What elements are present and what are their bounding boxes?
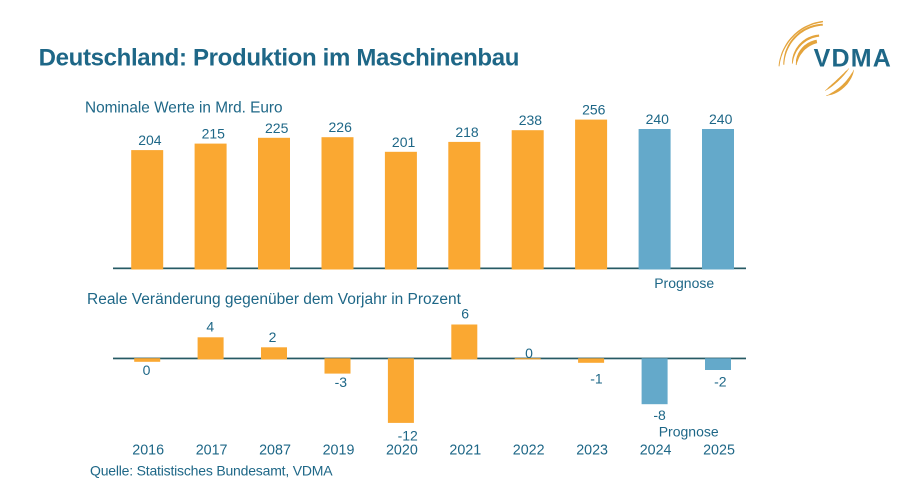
svg-text:Reale Veränderung gegenüber de: Reale Veränderung gegenüber dem Vorjahr … xyxy=(87,291,462,308)
svg-text:218: 218 xyxy=(455,124,479,140)
svg-text:2022: 2022 xyxy=(513,442,545,458)
svg-text:215: 215 xyxy=(202,126,226,142)
svg-text:2025: 2025 xyxy=(703,442,735,458)
svg-text:201: 201 xyxy=(392,134,416,150)
svg-text:0: 0 xyxy=(143,362,151,378)
svg-text:VDMA: VDMA xyxy=(814,45,892,73)
svg-text:-2: -2 xyxy=(714,373,727,389)
svg-text:Prognose: Prognose xyxy=(654,275,714,291)
svg-text:Prognose: Prognose xyxy=(659,424,719,440)
svg-text:-12: -12 xyxy=(398,428,418,444)
svg-text:Nominale Werte in Mrd. Euro: Nominale Werte in Mrd. Euro xyxy=(85,100,283,117)
svg-text:225: 225 xyxy=(265,120,289,136)
svg-text:2019: 2019 xyxy=(323,442,355,458)
svg-text:2020: 2020 xyxy=(386,442,418,458)
svg-text:4: 4 xyxy=(206,319,214,335)
svg-text:2021: 2021 xyxy=(449,442,481,458)
svg-text:2024: 2024 xyxy=(640,442,672,458)
svg-text:2017: 2017 xyxy=(196,442,228,458)
svg-text:2: 2 xyxy=(269,329,277,345)
svg-text:238: 238 xyxy=(519,112,543,128)
svg-text:204: 204 xyxy=(138,132,162,148)
svg-text:2087: 2087 xyxy=(259,442,291,458)
svg-text:6: 6 xyxy=(461,305,469,321)
svg-text:2016: 2016 xyxy=(132,442,164,458)
svg-text:-3: -3 xyxy=(335,374,348,390)
svg-text:256: 256 xyxy=(582,102,606,118)
svg-text:240: 240 xyxy=(709,111,733,127)
svg-text:0: 0 xyxy=(525,345,533,361)
svg-text:Deutschland: Produktion im Mas: Deutschland: Produktion im Maschinenbau xyxy=(39,45,520,72)
svg-text:226: 226 xyxy=(329,119,353,135)
svg-text:Quelle: Statistisches Bundesam: Quelle: Statistisches Bundesamt, VDMA xyxy=(90,462,333,478)
svg-text:240: 240 xyxy=(646,111,670,127)
svg-text:-1: -1 xyxy=(590,370,603,386)
svg-text:-8: -8 xyxy=(653,407,666,423)
svg-text:2023: 2023 xyxy=(576,442,608,458)
